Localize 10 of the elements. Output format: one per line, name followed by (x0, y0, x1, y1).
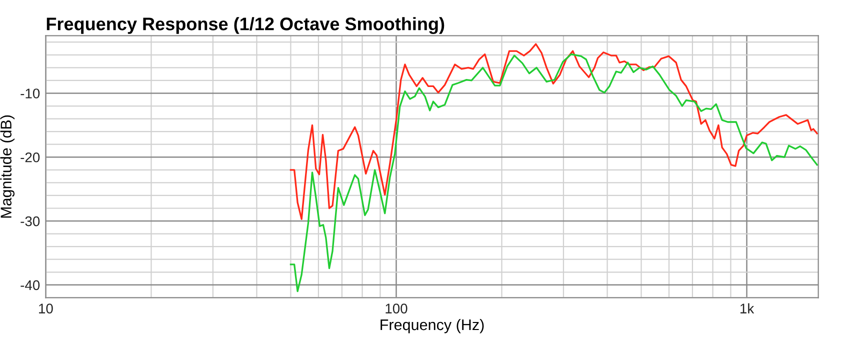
y-tick-label: -20 (20, 152, 40, 162)
y-axis-title: Magnitude (dB) (0, 115, 15, 218)
y-tick-label: -30 (20, 216, 40, 226)
x-tick-label: 100 (386, 304, 408, 314)
chart-title: Frequency Response (1/12 Octave Smoothing) (46, 17, 444, 34)
x-tick-label: 10 (39, 304, 53, 314)
y-tick-label: -10 (20, 88, 40, 98)
x-tick-label: 1k (740, 303, 754, 314)
x-axis-title: Frequency (Hz) (380, 318, 484, 334)
y-tick-label: -40 (20, 280, 40, 290)
